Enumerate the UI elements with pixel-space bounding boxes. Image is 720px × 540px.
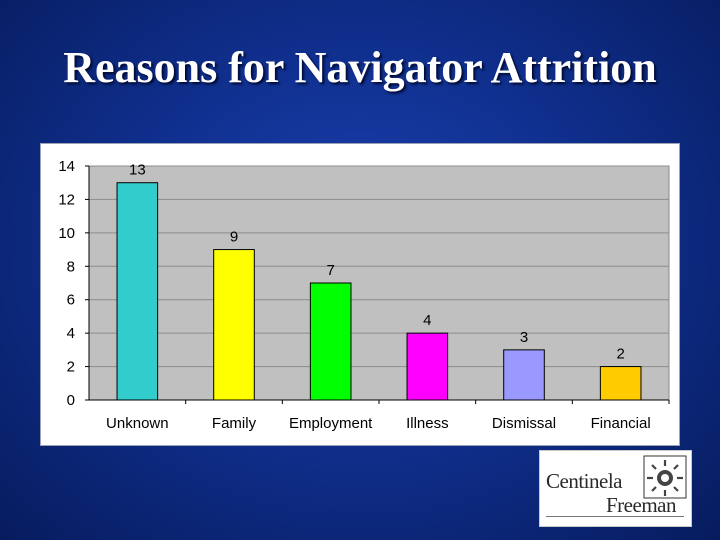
y-tick-label: 4 (67, 325, 75, 342)
data-label: 3 (520, 329, 528, 346)
y-tick-label: 10 (58, 225, 75, 242)
x-tick-label: Employment (289, 415, 373, 432)
plot-area (89, 166, 669, 400)
y-tick-label: 0 (67, 392, 75, 409)
x-tick-label: Financial (591, 415, 651, 432)
logo-text-line-2: Freeman (606, 493, 676, 518)
x-tick-label: Family (212, 415, 257, 432)
logo-divider (546, 516, 684, 517)
bar-unknown (117, 183, 158, 400)
x-tick-label: Unknown (106, 415, 169, 432)
data-label: 9 (230, 229, 238, 246)
y-tick-label: 12 (58, 191, 75, 208)
data-label: 13 (129, 162, 146, 179)
y-tick-label: 2 (67, 359, 75, 376)
x-tick-label: Dismissal (492, 415, 556, 432)
bar-financial (600, 367, 641, 400)
bar-chart: 0 2 4 6 8 10 12 14 13 Unknown 9 Family 7 Employment 4 I… (40, 143, 680, 446)
y-tick-label: 6 (67, 292, 75, 309)
data-label: 7 (326, 262, 334, 279)
y-tick-label: 8 (67, 258, 75, 275)
centinela-freeman-logo: Centinela Freeman (539, 450, 692, 527)
data-label: 4 (423, 312, 431, 329)
slide-title: Reasons for Navigator Attrition (0, 42, 720, 93)
bar-family (214, 250, 255, 400)
bar-dismissal (504, 350, 545, 400)
x-tick-label: Illness (406, 415, 449, 432)
logo-text-line-1: Centinela (546, 469, 622, 494)
data-label: 2 (616, 346, 624, 363)
chart-canvas: 0 2 4 6 8 10 12 14 13 Unknown 9 Family 7 Employment 4 I… (41, 144, 679, 445)
bar-employment (310, 283, 351, 400)
y-tick-label: 14 (58, 158, 75, 175)
bar-illness (407, 333, 448, 400)
